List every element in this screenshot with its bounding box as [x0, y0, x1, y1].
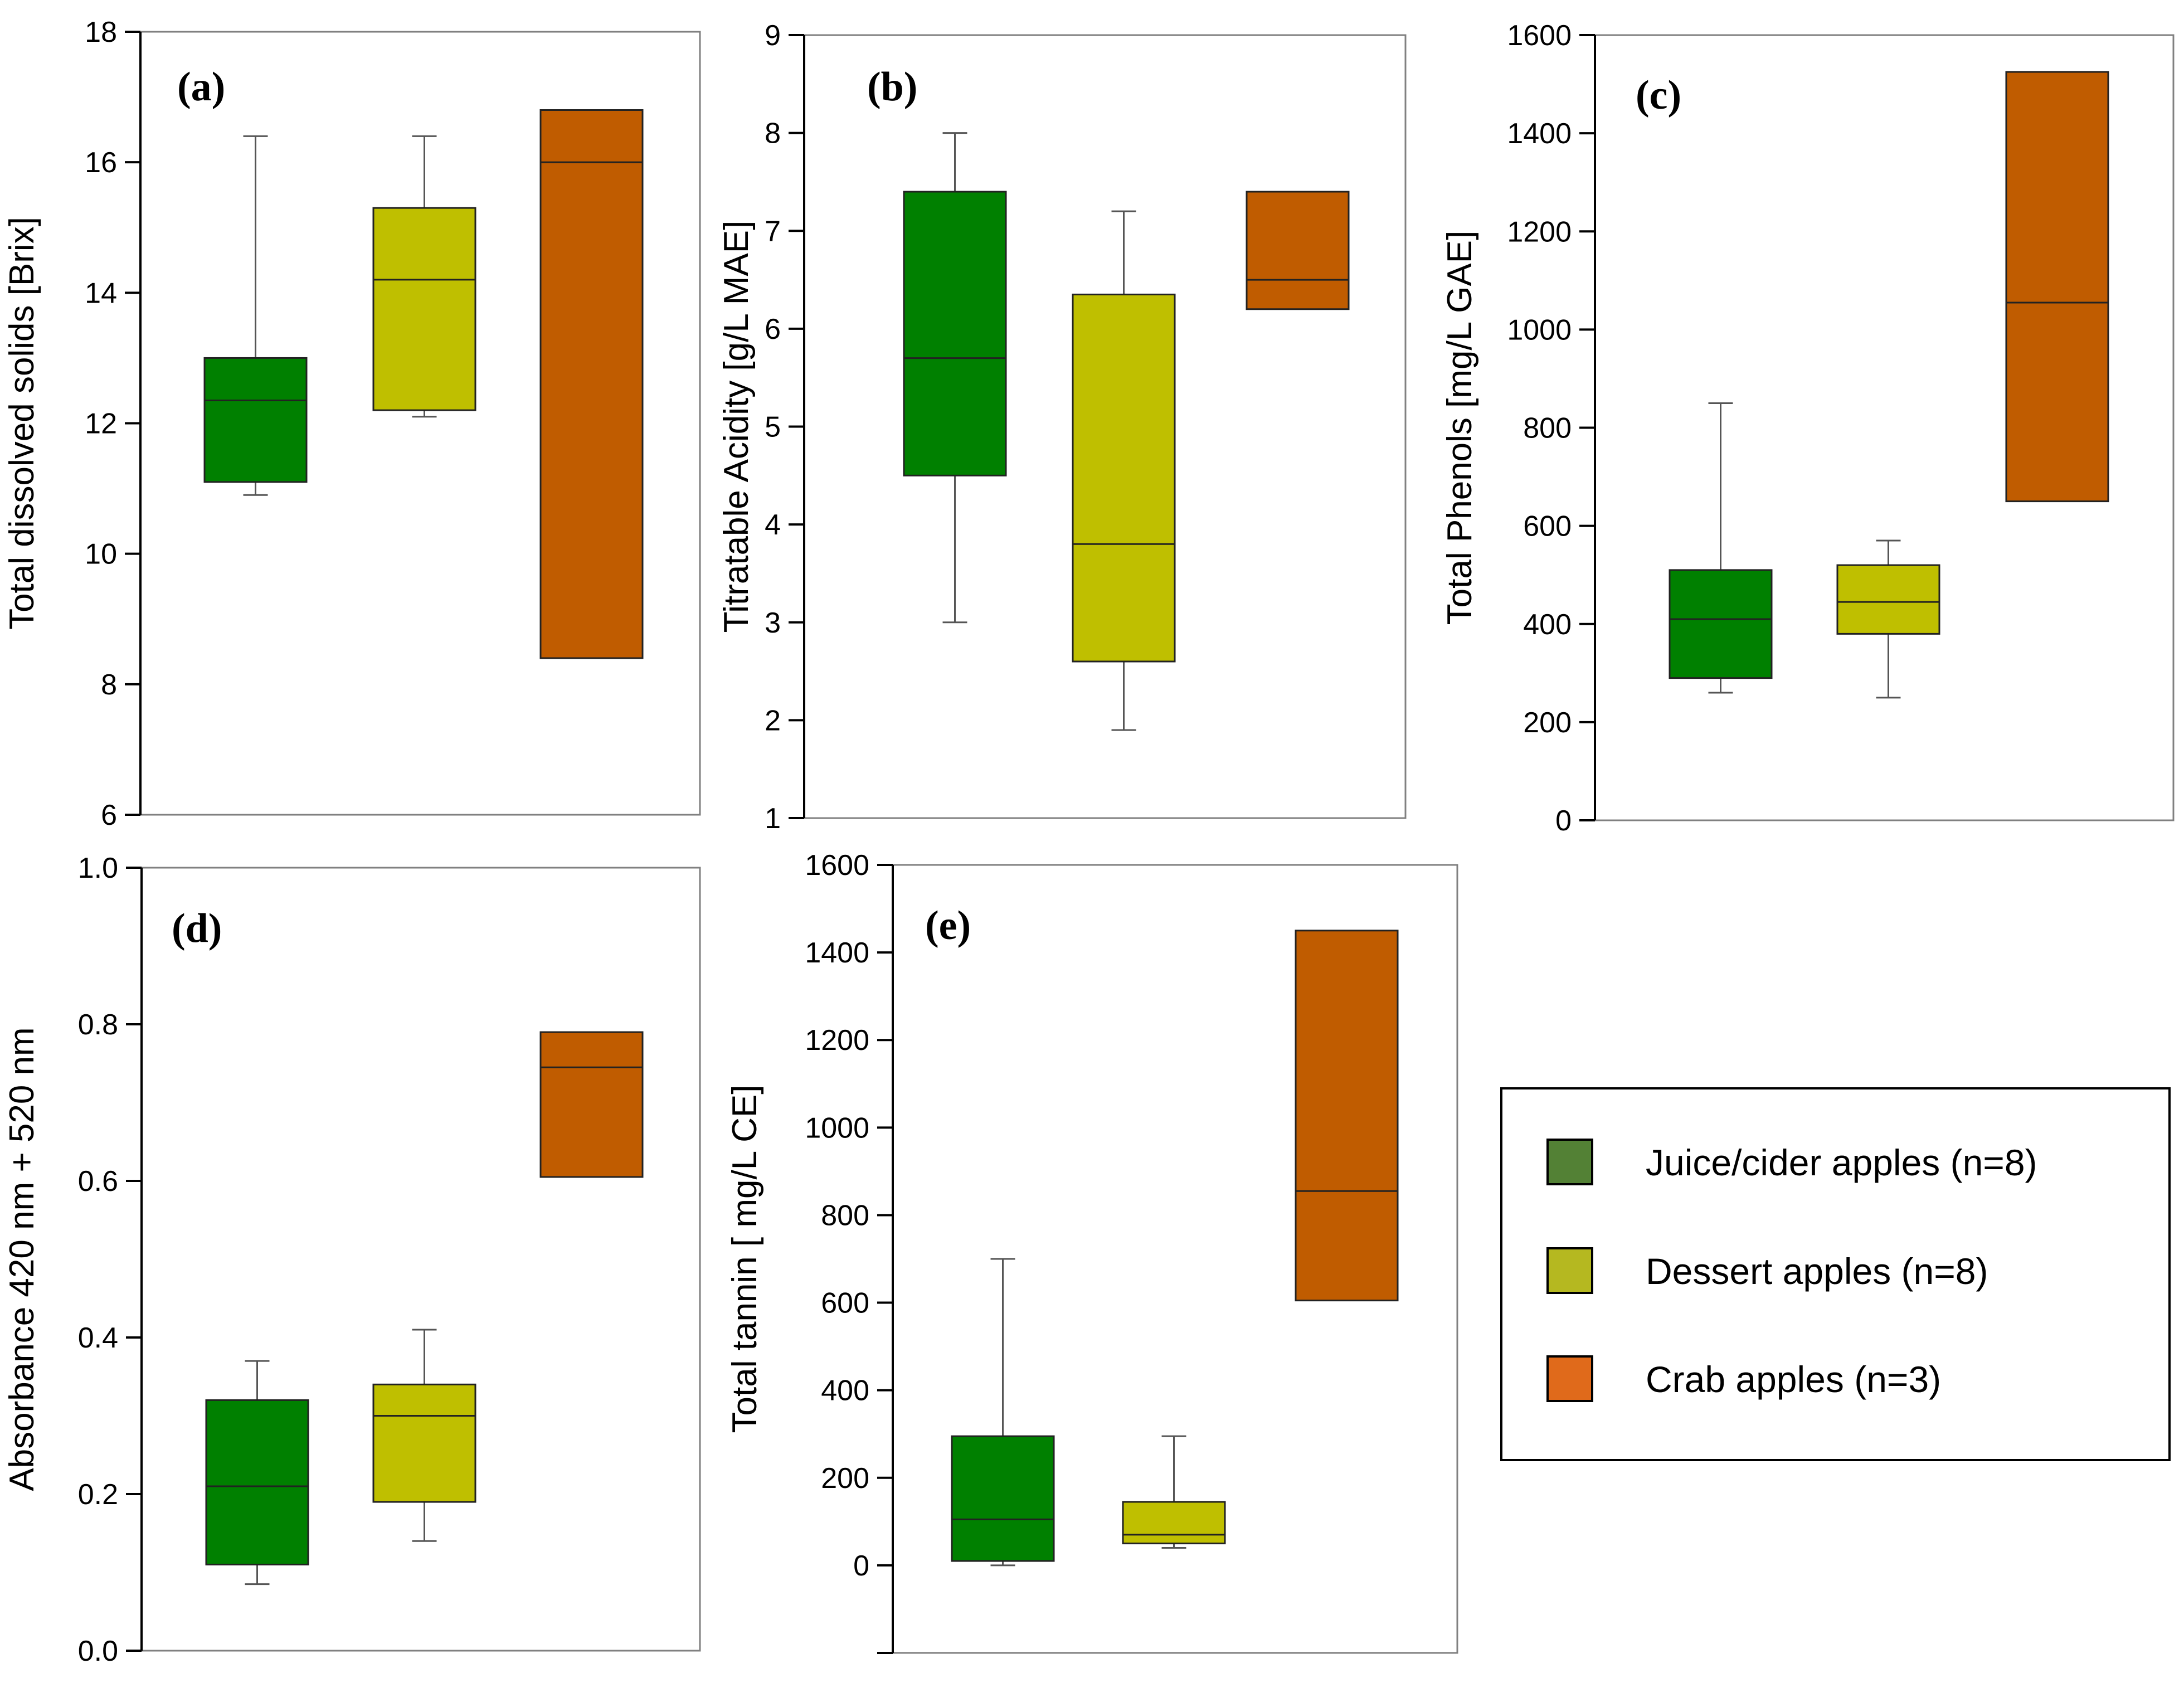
box-juice-cider [203, 135, 308, 496]
box-juice-cider [1669, 402, 1773, 694]
box-body [1122, 1501, 1226, 1545]
y-axis-label: Total tannin [ mg/L CE] [726, 1085, 764, 1433]
legend-frame [1500, 1087, 2171, 1461]
y-tick-label: 0.0 [78, 1635, 118, 1667]
y-tick-label: 10 [85, 538, 117, 571]
y-tick-label: 400 [1523, 609, 1572, 641]
y-tick-label: 12 [85, 408, 117, 440]
legend: Juice/cider apples (n=8) Dessert apples (… [1500, 1087, 2171, 1461]
box-crab [539, 1031, 644, 1178]
y-tick-label: 3 [765, 607, 781, 639]
box-body [203, 357, 308, 483]
y-tick-label: 200 [821, 1462, 869, 1495]
y-tick-label: 600 [1523, 510, 1572, 543]
y-tick-label: 9 [765, 20, 781, 52]
box-dessert [372, 1329, 476, 1542]
y-axis-label: Total Phenols [mg/L GAE] [1441, 231, 1479, 625]
panel-letter: (b) [867, 64, 917, 110]
y-tick-label: 6 [765, 313, 781, 346]
legend-swatch [1546, 1355, 1593, 1402]
panel-e: 0 200 400 600 800 1000 1200 1400 1600 Total tanni… [726, 849, 1458, 1654]
box-body [1836, 564, 1940, 635]
box-body [1669, 569, 1773, 679]
panel-letter: (d) [172, 906, 222, 951]
box-body [1246, 191, 1350, 310]
panel-a: 6 8 10 12 14 16 18 Total dissolved solids [Brix… [3, 16, 701, 831]
y-tick-label: 6 [101, 799, 117, 831]
legend-label: Dessert apples (n=8) [1646, 1251, 1988, 1292]
y-tick-label: 1 [765, 802, 781, 835]
box-juice-cider [903, 132, 1007, 624]
box-dessert [1836, 539, 1940, 699]
y-axis-label: Titratable Acidity [g/L MAE] [717, 221, 756, 633]
panel-letter: (a) [177, 64, 225, 110]
y-tick-label: 1.0 [78, 852, 118, 884]
y-tick-label: 8 [765, 118, 781, 150]
legend-label: Crab apples (n=3) [1646, 1359, 1941, 1400]
box-dessert [1122, 1435, 1226, 1549]
y-tick-label: 400 [821, 1375, 869, 1407]
y-tick-label: 5 [765, 411, 781, 444]
y-tick-label: 18 [85, 16, 117, 48]
box-crab [2005, 71, 2109, 503]
y-tick-label: 1400 [805, 937, 869, 969]
legend-label: Juice/cider apples (n=8) [1646, 1142, 2037, 1183]
y-tick-label: 600 [821, 1287, 869, 1320]
y-tick-label: 800 [1523, 412, 1572, 445]
panel-letter: (c) [1636, 72, 1681, 118]
panel-b: 1 2 3 4 5 6 7 8 9 Titratable Acidity [g/L MAE] (b) [717, 20, 1407, 835]
y-tick-label: 0.8 [78, 1009, 118, 1041]
box-body [903, 191, 1007, 476]
box-body [951, 1435, 1055, 1562]
box-juice-cider [205, 1360, 309, 1585]
box-dessert [1072, 210, 1176, 731]
y-tick-label: 1000 [1507, 314, 1572, 346]
legend-swatch [1546, 1139, 1593, 1185]
y-tick-label: 1600 [805, 849, 869, 882]
y-tick-label: 0 [853, 1550, 869, 1582]
y-tick-label: 0 [1555, 805, 1572, 837]
y-tick-label: 1200 [805, 1024, 869, 1057]
box-crab [1295, 930, 1399, 1302]
y-tick-label: 4 [765, 509, 781, 541]
y-tick-label: 1000 [805, 1112, 869, 1144]
y-tick-label: 8 [101, 669, 117, 701]
box-body [372, 1383, 476, 1503]
box-body [539, 109, 644, 659]
y-tick-label: 1600 [1507, 20, 1572, 52]
box-body [539, 1031, 644, 1178]
legend-item: Crab apples (n=3) [1546, 1355, 1941, 1402]
box-crab [1246, 191, 1350, 310]
y-tick-label: 1200 [1507, 216, 1572, 248]
box-body [1295, 930, 1399, 1302]
box-crab [539, 109, 644, 659]
box-dessert [372, 135, 476, 418]
box-juice-cider [951, 1258, 1055, 1567]
panel-letter: (e) [925, 903, 971, 948]
panel-d: 0.0 0.2 0.4 0.6 0.8 1.0 Absorbance 420 nm + 52… [3, 852, 701, 1667]
y-axis-label: Absorbance 420 nm + 520 nm [3, 1027, 41, 1491]
y-tick-label: 0.6 [78, 1165, 118, 1198]
box-body [372, 207, 476, 411]
y-tick-label: 14 [85, 277, 117, 309]
y-tick-label: 2 [765, 704, 781, 737]
panel-c: 0 200 400 600 800 1000 1200 1400 1600 Total Pheno… [1441, 20, 2175, 837]
legend-swatch [1546, 1247, 1593, 1294]
y-tick-label: 200 [1523, 707, 1572, 739]
legend-item: Juice/cider apples (n=8) [1546, 1139, 2037, 1185]
y-tick-label: 1400 [1507, 118, 1572, 150]
y-tick-label: 16 [85, 147, 117, 179]
y-tick-label: 800 [821, 1199, 869, 1232]
box-body [2005, 71, 2109, 503]
y-axis-label: Total dissolved solids [Brix] [3, 217, 41, 630]
legend-item: Dessert apples (n=8) [1546, 1247, 1988, 1294]
box-body [205, 1399, 309, 1565]
y-tick-label: 0.2 [78, 1478, 118, 1511]
box-body [1072, 293, 1176, 663]
y-tick-label: 0.4 [78, 1322, 118, 1354]
y-tick-label: 7 [765, 215, 781, 247]
